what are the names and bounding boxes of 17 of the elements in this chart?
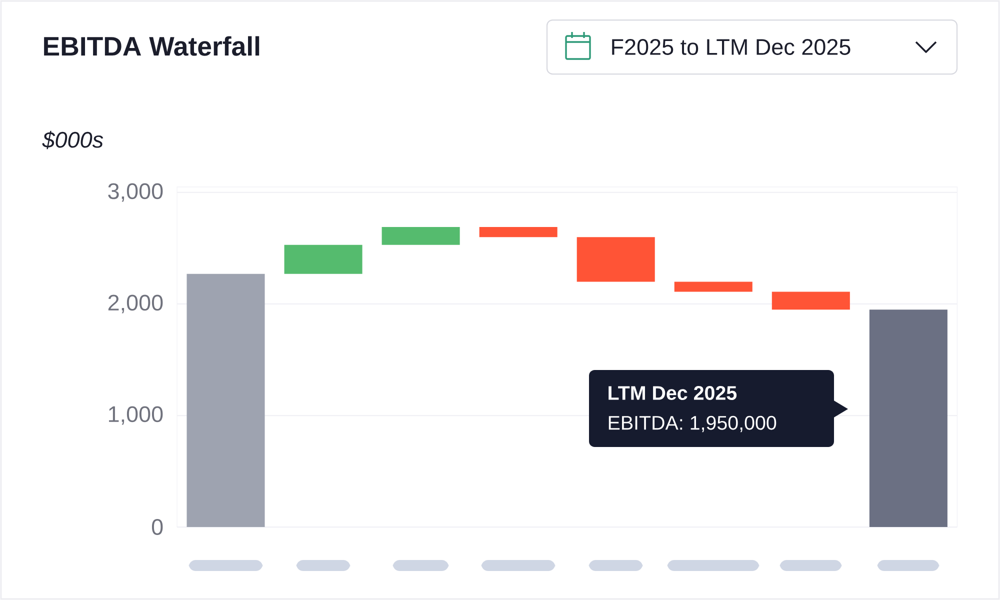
y-tick-label: 1,000 xyxy=(109,406,163,425)
chart-title: EBITDA Waterfall xyxy=(44,36,260,56)
y-tick-label: 2,000 xyxy=(108,294,163,314)
text: $000s xyxy=(42,130,104,150)
bar xyxy=(869,310,948,528)
bar xyxy=(284,244,362,274)
y-tick-label: 0 xyxy=(152,519,163,535)
chart-subtitle: F2025 to LTM Dec 2025 xyxy=(612,39,850,55)
bar xyxy=(382,227,460,245)
bar xyxy=(186,274,265,528)
y-tick-label: 3,000 xyxy=(108,183,163,202)
bar xyxy=(772,292,850,310)
annotation: LTM Dec 2025 xyxy=(608,386,737,400)
bar xyxy=(479,227,558,238)
bar xyxy=(576,237,655,282)
bar xyxy=(674,282,752,292)
annotation: EBITDA: 1,950,000 xyxy=(608,416,776,432)
